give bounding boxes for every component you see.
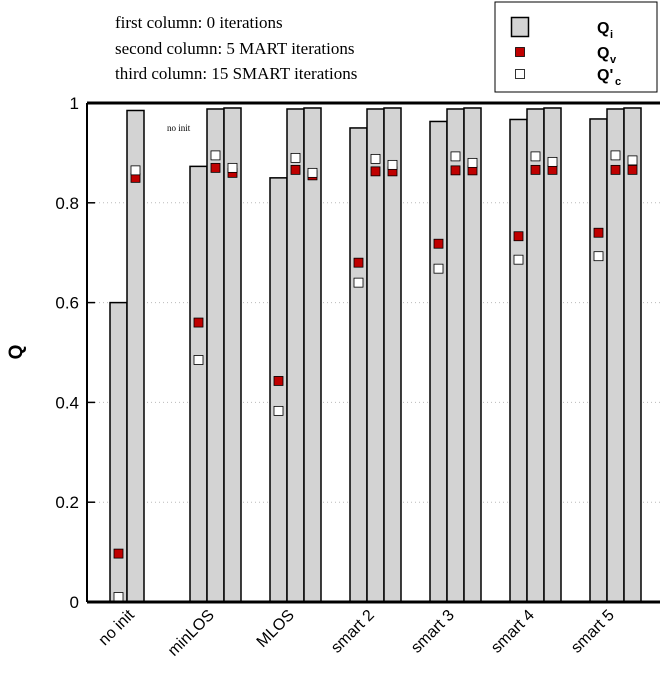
legend-subscript: c — [615, 76, 621, 88]
marker — [353, 277, 364, 288]
legend-swatch — [515, 69, 525, 79]
bar — [223, 107, 242, 603]
marker — [113, 548, 124, 559]
marker — [627, 155, 638, 166]
marker — [193, 317, 204, 328]
marker — [193, 355, 204, 365]
marker — [290, 152, 301, 163]
legend-swatch — [515, 47, 525, 57]
marker — [530, 151, 541, 162]
marker — [627, 164, 638, 175]
marker — [353, 257, 364, 268]
y-tick-label: 1 — [70, 94, 79, 113]
bar — [366, 108, 385, 603]
legend-label: Q — [597, 45, 609, 62]
bar — [349, 127, 368, 603]
x-tick-label: smart 4 — [488, 607, 538, 657]
x-tick-label: smart 5 — [568, 607, 618, 657]
marker — [290, 164, 301, 175]
marker — [433, 238, 444, 249]
bar — [623, 107, 642, 603]
x-tick-label: minLOS — [165, 607, 218, 660]
marker — [593, 227, 604, 238]
legend-label: Q — [597, 20, 609, 37]
marker — [113, 592, 124, 602]
x-tick-label: MLOS — [254, 607, 298, 651]
annotation: second column: 5 MART iterations — [115, 39, 354, 58]
marker — [467, 157, 478, 168]
marker — [513, 254, 524, 265]
bar — [206, 108, 225, 603]
marker — [450, 151, 461, 162]
legend-subscript: v — [610, 54, 617, 66]
y-tick-label: 0.2 — [55, 493, 79, 512]
marker — [210, 162, 221, 173]
bar — [606, 108, 625, 603]
legend-subscript: i — [610, 29, 613, 41]
x-tick-label: smart 3 — [408, 607, 458, 657]
marker — [370, 153, 381, 164]
marker — [130, 165, 141, 176]
marker — [513, 231, 524, 242]
marker — [530, 164, 541, 175]
marker — [370, 166, 381, 177]
marker — [610, 150, 621, 161]
bar — [446, 108, 465, 603]
bar — [303, 107, 322, 603]
bar — [126, 109, 145, 603]
bar — [189, 165, 208, 603]
legend-label: Q' — [597, 67, 613, 84]
marker — [273, 376, 284, 386]
x-tick-label: smart 2 — [328, 607, 378, 657]
annotation: third column: 15 SMART iterations — [115, 64, 357, 83]
marker — [610, 164, 621, 175]
bar — [383, 107, 402, 603]
bar — [429, 120, 448, 603]
bar — [543, 107, 562, 603]
legend-swatch — [510, 16, 530, 38]
y-tick-label: 0 — [70, 593, 79, 612]
marker — [387, 159, 398, 170]
bar — [286, 108, 305, 603]
marker — [450, 165, 461, 176]
y-axis-label: Q — [6, 345, 27, 360]
bar — [526, 108, 545, 603]
marker — [547, 156, 558, 167]
marker — [273, 405, 284, 416]
y-tick-label: 0.8 — [55, 194, 79, 213]
marker — [227, 162, 238, 173]
bar — [269, 177, 288, 603]
bar — [589, 118, 608, 603]
marker — [307, 167, 318, 178]
marker — [210, 150, 221, 161]
annotation: first column: 0 iterations — [115, 13, 283, 32]
bar — [509, 118, 528, 603]
annotation: no init — [167, 123, 191, 133]
x-tick-label: no init — [96, 606, 139, 649]
marker — [593, 251, 604, 262]
y-tick-label: 0.6 — [55, 294, 79, 313]
bar — [463, 107, 482, 603]
marker — [433, 263, 444, 274]
y-tick-label: 0.4 — [55, 393, 79, 412]
